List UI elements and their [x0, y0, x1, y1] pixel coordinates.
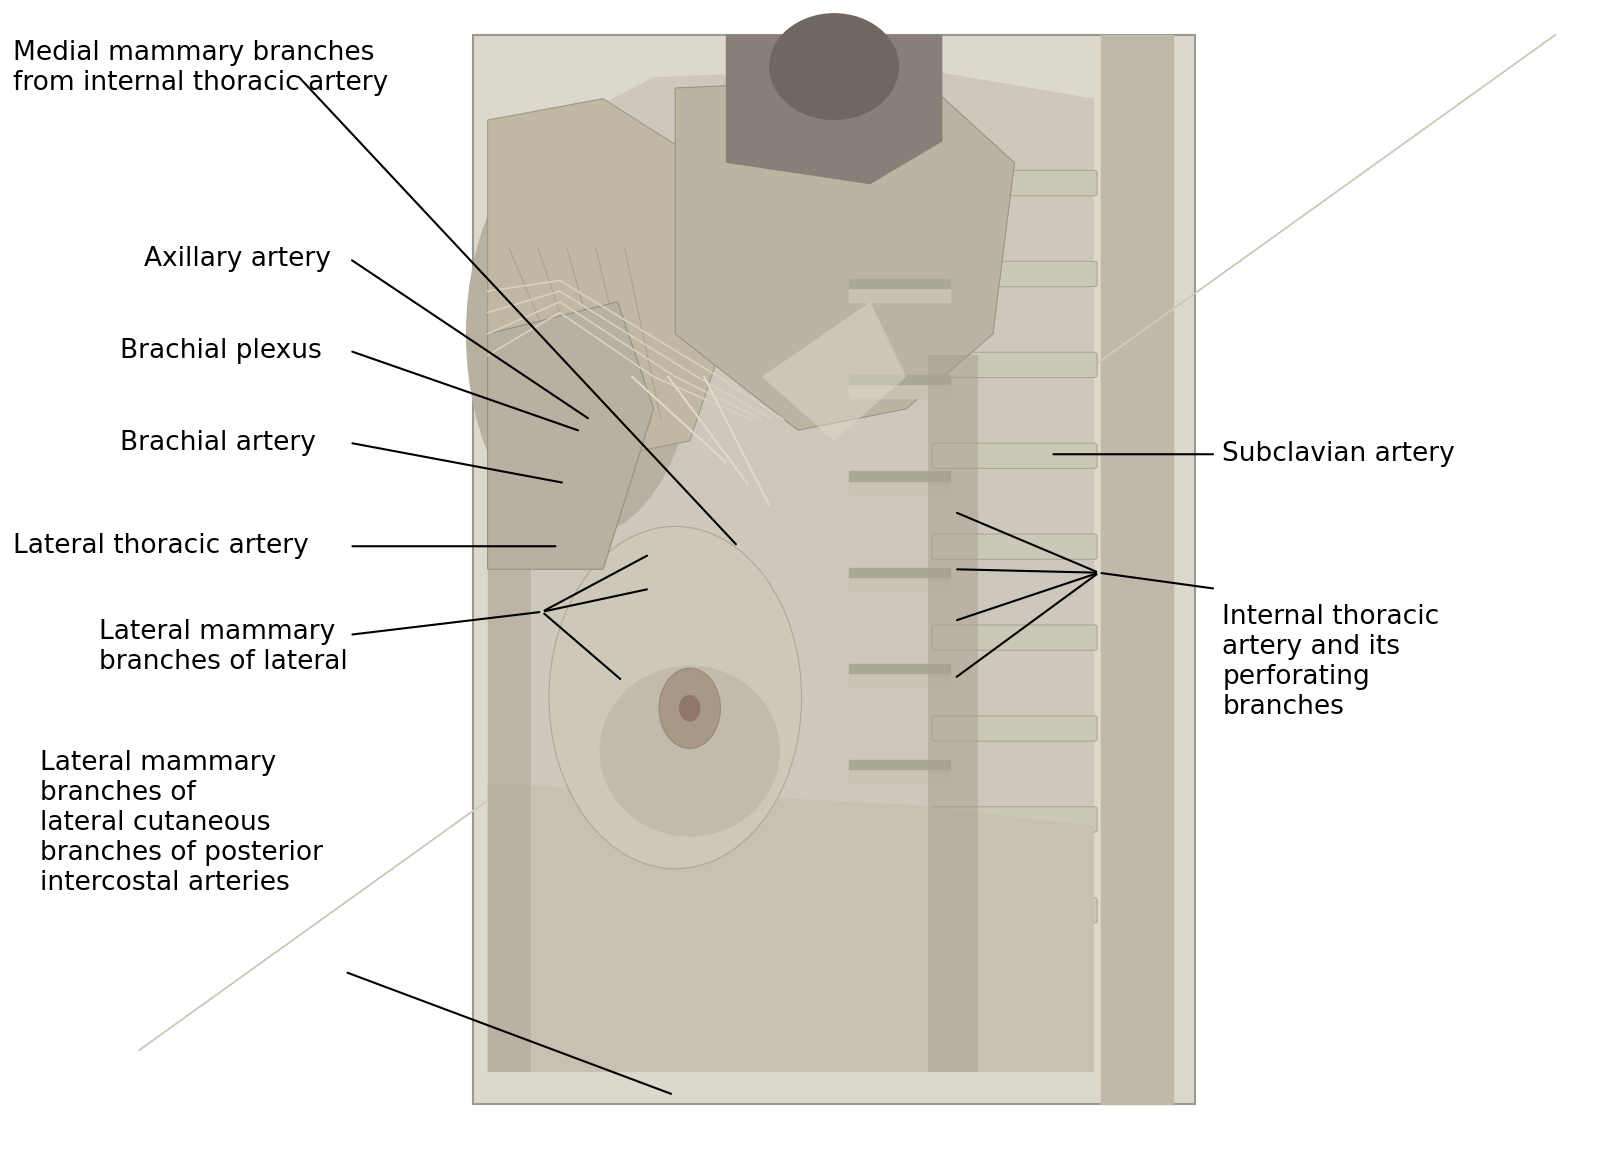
- Ellipse shape: [465, 131, 696, 537]
- Text: Internal thoracic
artery and its
perforating
branches: Internal thoracic artery and its perfora…: [1222, 604, 1439, 720]
- FancyBboxPatch shape: [932, 807, 1097, 833]
- Polygon shape: [849, 381, 950, 398]
- FancyBboxPatch shape: [932, 624, 1097, 650]
- Text: Lateral mammary
branches of
lateral cutaneous
branches of posterior
intercostal : Lateral mammary branches of lateral cuta…: [40, 750, 322, 896]
- Polygon shape: [1100, 34, 1174, 1104]
- Text: Brachial plexus: Brachial plexus: [120, 338, 322, 363]
- FancyBboxPatch shape: [473, 34, 1195, 1104]
- Polygon shape: [849, 278, 950, 288]
- Polygon shape: [488, 301, 654, 569]
- Ellipse shape: [600, 666, 780, 837]
- Ellipse shape: [770, 13, 898, 120]
- Polygon shape: [488, 783, 1094, 1072]
- Text: Lateral mammary
branches of lateral: Lateral mammary branches of lateral: [99, 619, 348, 675]
- Polygon shape: [849, 284, 950, 301]
- Ellipse shape: [659, 668, 720, 749]
- FancyBboxPatch shape: [932, 534, 1097, 559]
- Text: Subclavian artery: Subclavian artery: [1222, 442, 1455, 467]
- Polygon shape: [849, 477, 950, 494]
- Text: Brachial artery: Brachial artery: [120, 430, 316, 455]
- Text: Lateral thoracic artery: Lateral thoracic artery: [13, 534, 308, 559]
- Ellipse shape: [678, 695, 701, 722]
- Polygon shape: [762, 301, 906, 440]
- Polygon shape: [849, 472, 950, 481]
- Polygon shape: [488, 67, 1094, 1072]
- FancyBboxPatch shape: [932, 715, 1097, 742]
- Text: Axillary artery: Axillary artery: [144, 246, 332, 271]
- Polygon shape: [488, 99, 747, 462]
- Ellipse shape: [549, 527, 802, 868]
- Polygon shape: [849, 568, 950, 577]
- Polygon shape: [138, 34, 1556, 1051]
- FancyBboxPatch shape: [932, 898, 1097, 923]
- Polygon shape: [849, 766, 950, 783]
- Polygon shape: [849, 574, 950, 591]
- Polygon shape: [675, 77, 1015, 430]
- Polygon shape: [849, 760, 950, 769]
- FancyBboxPatch shape: [932, 261, 1097, 286]
- FancyBboxPatch shape: [932, 170, 1097, 196]
- Polygon shape: [927, 355, 978, 1072]
- FancyBboxPatch shape: [932, 352, 1097, 377]
- Polygon shape: [488, 515, 531, 1072]
- FancyBboxPatch shape: [932, 443, 1097, 468]
- Polygon shape: [849, 375, 950, 384]
- Polygon shape: [725, 34, 943, 184]
- Polygon shape: [849, 664, 950, 673]
- Text: Medial mammary branches
from internal thoracic artery: Medial mammary branches from internal th…: [13, 40, 388, 97]
- Polygon shape: [849, 669, 950, 687]
